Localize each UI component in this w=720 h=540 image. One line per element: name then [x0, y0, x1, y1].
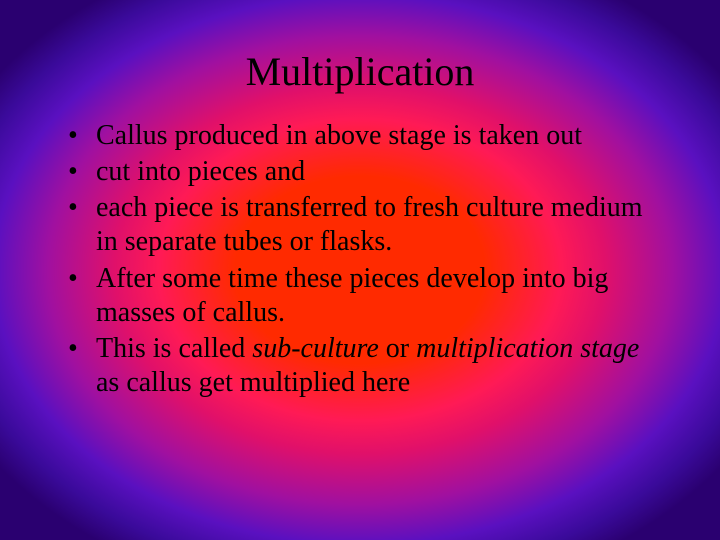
list-item: each piece is transferred to fresh cultu… [60, 191, 660, 259]
list-item: Callus produced in above stage is taken … [60, 119, 660, 153]
bullet-list: Callus produced in above stage is taken … [60, 119, 660, 400]
slide: Multiplication Callus produced in above … [0, 0, 720, 540]
bullet-text: After some time these pieces develop int… [96, 263, 608, 328]
bullet-text-mid: or [379, 333, 416, 364]
list-item: After some time these pieces develop int… [60, 262, 660, 330]
bullet-text-suffix: as callus get multiplied here [96, 367, 410, 398]
bullet-text-italic: sub-culture [252, 333, 379, 364]
list-item: This is called sub-culture or multiplica… [60, 332, 660, 400]
bullet-text-prefix: This is called [96, 333, 252, 364]
bullet-text: Callus produced in above stage is taken … [96, 120, 582, 151]
bullet-text: each piece is transferred to fresh cultu… [96, 192, 643, 257]
list-item: cut into pieces and [60, 155, 660, 189]
slide-title: Multiplication [60, 48, 660, 95]
bullet-text: cut into pieces and [96, 156, 305, 187]
bullet-text-italic: multiplication stage [416, 333, 639, 364]
